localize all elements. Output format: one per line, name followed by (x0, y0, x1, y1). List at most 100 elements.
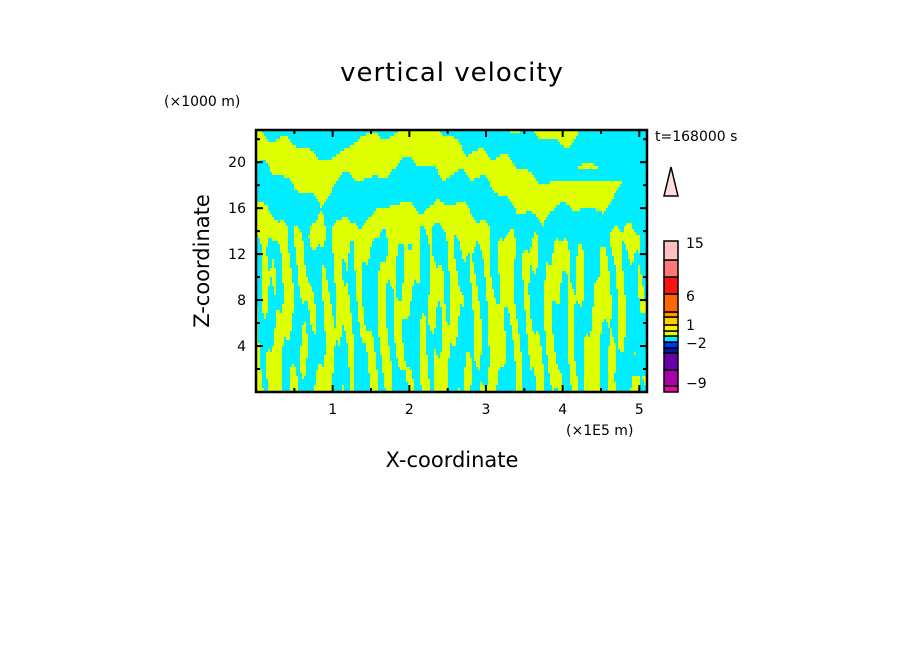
contour-region-positive (530, 364, 544, 367)
contour-region-positive (510, 313, 516, 316)
contour-region-positive (490, 361, 506, 364)
contour-region-positive (302, 334, 308, 337)
contour-region-positive (546, 274, 562, 277)
contour-region-positive (302, 343, 308, 346)
contour-region-positive (568, 331, 574, 334)
contour-region-positive (516, 373, 522, 376)
contour-region-positive (608, 388, 616, 391)
contour-region-positive (344, 325, 352, 328)
contour-region-positive (548, 355, 556, 358)
contour-region-positive (548, 364, 558, 367)
contour-region-positive (516, 364, 522, 367)
contour-region-positive (638, 277, 642, 280)
contour-region-positive (476, 364, 480, 367)
contour-region-positive (384, 376, 392, 379)
contour-region-positive (350, 388, 354, 391)
contour-region-positive (526, 322, 532, 325)
contour-region-positive (448, 253, 454, 256)
contour-region-positive (348, 346, 354, 349)
contour-region-positive (276, 313, 292, 316)
contour-region-positive (266, 376, 282, 379)
contour-region-positive (614, 226, 618, 229)
contour-region-positive (336, 307, 350, 310)
contour-region-positive (284, 286, 294, 289)
contour-region-positive (442, 346, 450, 349)
contour-region-positive (404, 259, 420, 262)
contour-region-positive (610, 340, 614, 343)
contour-region-positive (488, 319, 504, 322)
contour-region-positive (610, 328, 612, 331)
contour-region-positive (378, 304, 386, 307)
contour-region-positive (488, 376, 498, 379)
contour-region-positive (462, 253, 468, 256)
contour-region-positive (336, 325, 342, 328)
contour-region-positive (350, 373, 354, 376)
contour-region-positive (350, 376, 354, 379)
contour-region-positive (474, 322, 482, 325)
contour-region-positive (428, 298, 444, 301)
contour-region-positive (434, 364, 448, 367)
contour-region-positive (404, 268, 420, 271)
contour-region-positive (572, 388, 578, 391)
contour-region-positive (362, 337, 374, 340)
contour-region-positive (316, 196, 328, 199)
colorbar-label: −9 (686, 376, 707, 392)
contour-region-positive (508, 232, 514, 235)
contour-region-positive (360, 322, 364, 325)
contour-region-positive (274, 289, 276, 292)
contour-region-positive (378, 313, 386, 316)
contour-region-positive (334, 262, 342, 265)
contour-region-positive (382, 370, 392, 373)
contour-region-positive (296, 250, 304, 253)
contour-region-positive (546, 343, 554, 346)
contour-region-positive (442, 325, 458, 328)
contour-region-positive (386, 388, 392, 391)
contour-region-positive (600, 253, 606, 256)
contour-region-positive (430, 271, 444, 274)
contour-region-positive (568, 337, 574, 340)
contour-region-positive (448, 268, 456, 271)
contour-region-positive (580, 304, 582, 307)
contour-region-positive (584, 337, 600, 340)
contour-region-positive (264, 316, 266, 319)
contour-region-positive (566, 271, 570, 274)
contour-region-positive (592, 307, 612, 310)
contour-region-positive (394, 304, 410, 307)
contour-region-positive (544, 280, 562, 283)
contour-region-positive (616, 265, 622, 268)
y-tick-label: 4 (237, 339, 246, 355)
contour-region-positive (470, 262, 474, 265)
contour-region-positive (448, 247, 454, 250)
contour-region-positive (464, 370, 472, 373)
contour-region-positive (300, 370, 306, 373)
contour-region-positive (404, 280, 414, 283)
contour-region-positive (256, 139, 268, 142)
contour-region-positive (524, 304, 530, 307)
contour-region-positive (352, 175, 372, 178)
contour-region-positive (386, 235, 420, 238)
contour-region-positive (524, 298, 530, 301)
contour-region-positive (370, 373, 378, 376)
contour-region-positive (390, 136, 454, 139)
contour-region-positive (358, 313, 364, 316)
contour-region-positive (610, 241, 622, 244)
contour-region-positive (464, 373, 472, 376)
contour-region-positive (290, 376, 298, 379)
contour-region-positive (256, 379, 262, 382)
contour-region-positive (544, 295, 560, 298)
x-axis-label: X-coordinate (385, 448, 519, 472)
contour-region-positive (514, 205, 556, 208)
contour-region-positive (470, 178, 474, 181)
contour-region-positive (440, 301, 444, 304)
contour-region-positive (336, 289, 348, 292)
contour-region-positive (488, 373, 498, 376)
contour-region-positive (446, 232, 490, 235)
contour-region-positive (262, 277, 270, 280)
contour-region-positive (616, 274, 624, 277)
contour-region-positive (266, 160, 400, 163)
contour-region-positive (388, 250, 398, 253)
contour-region-positive (368, 358, 376, 361)
contour-region-positive (348, 352, 354, 355)
contour-region-positive (442, 178, 446, 181)
contour-region-positive (576, 283, 584, 286)
